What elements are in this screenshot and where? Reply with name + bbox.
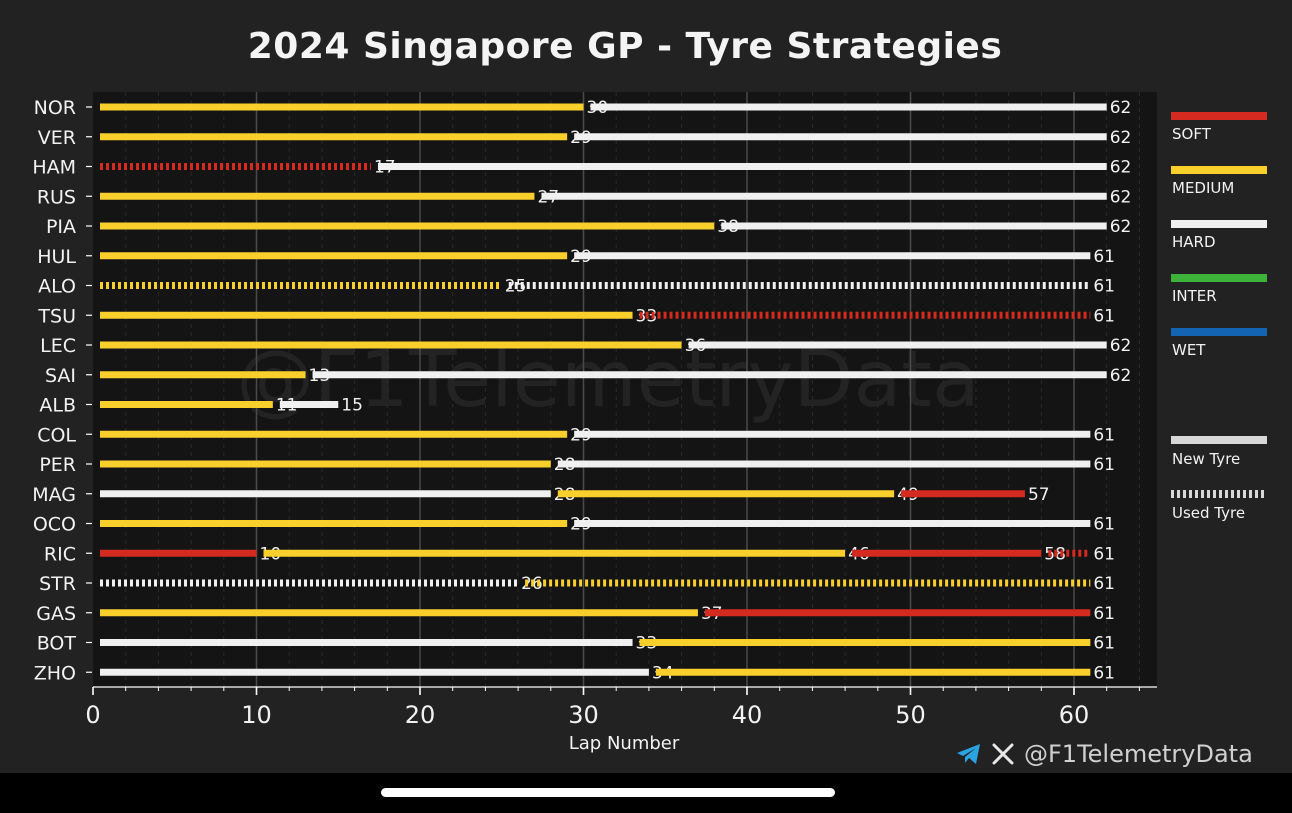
stint-end-label: 62 [1110,217,1132,237]
y-tick-label: COL [37,424,76,446]
y-tick-label: RUS [37,186,76,208]
y-tick-label: NOR [34,97,76,119]
stint-end-label: 62 [1110,366,1132,386]
stint-end-label: 61 [1093,604,1115,624]
x-tick-label: 10 [241,701,272,729]
x-logo-icon[interactable] [992,743,1014,765]
stint-end-label: 61 [1093,455,1115,475]
y-tick-label: OCO [33,514,76,536]
y-tick-label: LEC [40,335,76,357]
stint-end-label: 62 [1110,158,1132,178]
stint-end-label: 61 [1093,277,1115,297]
stint-end-label: 61 [1093,634,1115,654]
watermark: @F1TelemetryData [236,335,980,425]
x-tick-label: 20 [405,701,436,729]
y-tick-label: MAG [32,484,76,506]
stint-end-label: 61 [1093,544,1115,564]
y-tick-label: RIC [44,543,76,565]
x-tick-label: 40 [732,701,763,729]
x-tick-label: 0 [85,701,100,729]
brand-footer: @F1TelemetryData [956,738,1253,770]
chart-title: 2024 Singapore GP - Tyre Strategies [247,26,1003,67]
stint-end-label: 61 [1093,515,1115,535]
stint-end-label: 61 [1093,574,1115,594]
tyre-strategy-chart: @F1TelemetryData 0 10 20 30 40 50 60 Lap Number N… [32,92,1267,754]
stint-end-label: 61 [1093,663,1115,683]
x-tick-label: 30 [568,701,599,729]
stint-end-label: 57 [1028,485,1050,505]
legend-label: New Tyre [1172,450,1240,468]
y-tick-label: BOT [37,633,77,655]
stint-end-label: 62 [1110,336,1132,356]
legend-label: MEDIUM [1172,179,1234,197]
stint-end-label: 15 [341,396,363,416]
y-tick-label: VER [38,127,76,149]
home-indicator[interactable] [381,788,835,797]
stint-end-label: 61 [1093,247,1115,267]
x-tick-label: 60 [1059,701,1090,729]
telegram-icon[interactable] [956,743,982,765]
y-tick-label: ALO [38,276,76,298]
x-tick-label: 50 [895,701,926,729]
legend-label: INTER [1172,287,1217,305]
y-tick-label: TSU [37,305,76,327]
y-tick-label: SAI [45,365,76,387]
stint-end-label: 61 [1093,306,1115,326]
y-tick-label: GAS [36,603,76,625]
plot-area [93,92,1157,687]
y-tick-label: PER [39,454,76,476]
x-axis-label: Lap Number [569,733,680,754]
stint-end-label: 62 [1110,187,1132,207]
y-tick-label: HUL [37,246,76,268]
legend-label: WET [1172,341,1206,359]
y-tick-label: STR [39,573,76,595]
legend-label: SOFT [1172,125,1212,143]
legend-label: Used Tyre [1172,504,1245,522]
brand-handle[interactable]: @F1TelemetryData [1024,740,1253,768]
y-tick-label: ZHO [34,662,76,684]
y-tick-label: PIA [46,216,76,238]
y-tick-label: ALB [39,395,76,417]
stint-end-label: 62 [1110,98,1132,118]
stint-end-label: 61 [1093,425,1115,445]
y-tick-label: HAM [32,157,76,179]
legend-label: HARD [1172,233,1216,251]
stint-end-label: 62 [1110,128,1132,148]
